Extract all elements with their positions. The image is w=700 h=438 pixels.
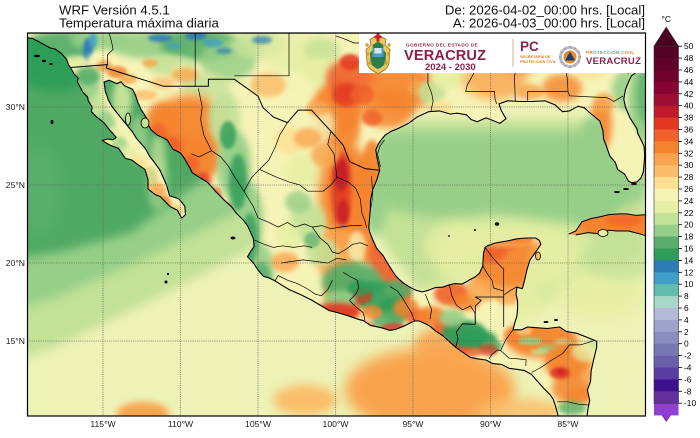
svg-text:A: 2026-04-03_00:00 hrs. [Loca: A: 2026-04-03_00:00 hrs. [Local] (453, 16, 645, 31)
svg-text:6: 6 (684, 303, 689, 313)
svg-text:30°N: 30°N (6, 102, 25, 112)
svg-text:16: 16 (684, 244, 694, 254)
svg-text:48: 48 (684, 53, 694, 63)
svg-text:-8: -8 (684, 386, 692, 396)
svg-text:105°W: 105°W (245, 419, 272, 429)
svg-text:2: 2 (684, 327, 689, 337)
svg-text:32: 32 (684, 148, 694, 158)
svg-text:0: 0 (684, 339, 689, 349)
svg-text:10: 10 (684, 279, 694, 289)
svg-text:PC: PC (520, 39, 539, 54)
svg-text:VERACRUZ: VERACRUZ (586, 56, 641, 67)
svg-text:40: 40 (684, 101, 694, 111)
svg-text:36: 36 (684, 125, 694, 135)
svg-text:22: 22 (684, 208, 694, 218)
svg-text:°C: °C (661, 14, 670, 24)
svg-text:26: 26 (684, 184, 694, 194)
svg-text:28: 28 (684, 172, 694, 182)
svg-text:100°W: 100°W (323, 419, 350, 429)
svg-text:50: 50 (684, 41, 694, 51)
svg-text:-10: -10 (684, 398, 696, 408)
svg-text:46: 46 (684, 65, 694, 75)
svg-text:WRF Versión 4.5.1: WRF Versión 4.5.1 (59, 3, 170, 18)
svg-text:De: 2026-04-02_00:00 hrs. [Loc: De: 2026-04-02_00:00 hrs. [Local] (445, 3, 645, 18)
svg-text:42: 42 (684, 89, 694, 99)
svg-text:GOBIERNO DEL ESTADO DE: GOBIERNO DEL ESTADO DE (406, 43, 478, 48)
svg-text:SECRETARÍA DE: SECRETARÍA DE (520, 54, 551, 59)
svg-text:18: 18 (684, 232, 694, 242)
svg-text:Temperatura máxima diaria: Temperatura máxima diaria (59, 16, 219, 31)
svg-text:30: 30 (684, 160, 694, 170)
svg-text:90°W: 90°W (480, 419, 502, 429)
svg-text:25°N: 25°N (6, 180, 25, 190)
svg-text:PROTECCIÓN CIVIL: PROTECCIÓN CIVIL (520, 59, 557, 64)
svg-text:115°W: 115°W (90, 419, 116, 429)
svg-text:8: 8 (684, 291, 689, 301)
svg-text:4: 4 (684, 315, 689, 325)
svg-text:44: 44 (684, 77, 694, 87)
svg-text:15°N: 15°N (6, 336, 25, 346)
svg-text:-2: -2 (684, 351, 692, 361)
svg-text:110°W: 110°W (168, 419, 194, 429)
svg-text:-6: -6 (684, 374, 692, 384)
svg-text:14: 14 (684, 255, 694, 265)
svg-text:VERACRUZ: VERACRUZ (404, 48, 486, 64)
svg-text:12: 12 (684, 267, 694, 277)
svg-text:34: 34 (684, 136, 694, 146)
svg-text:20: 20 (684, 220, 694, 230)
svg-text:24: 24 (684, 196, 694, 206)
svg-text:95°W: 95°W (402, 419, 424, 429)
svg-text:-4: -4 (684, 363, 692, 373)
svg-text:38: 38 (684, 113, 694, 123)
svg-text:2024 - 2030: 2024 - 2030 (425, 62, 476, 73)
svg-text:85°W: 85°W (557, 419, 579, 429)
svg-text:PROTECCIÓN CIVIL: PROTECCIÓN CIVIL (586, 48, 634, 55)
svg-text:20°N: 20°N (6, 258, 25, 268)
